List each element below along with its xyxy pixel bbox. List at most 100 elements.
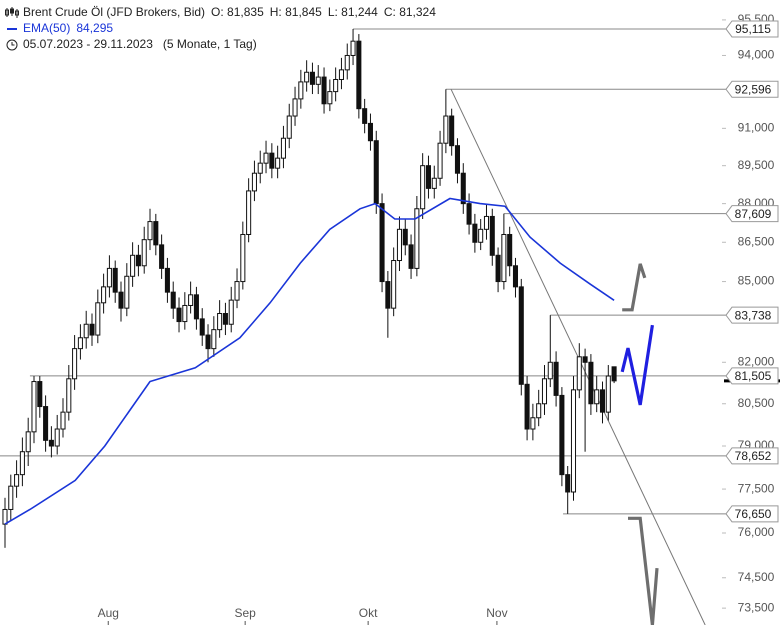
candle-body (298, 81, 304, 100)
candle-body (315, 76, 321, 85)
candle-body (228, 299, 234, 325)
y-tick-label: 86,500 (738, 234, 775, 248)
candle-body (454, 145, 461, 174)
x-tick-label: Okt (359, 606, 378, 620)
candle-body (565, 474, 571, 493)
badge-label: 78,652 (735, 449, 772, 463)
y-tick-label: 80,500 (738, 396, 775, 410)
forecast-path (628, 516, 659, 625)
candle-body (83, 323, 89, 339)
candle-body (170, 291, 176, 309)
candle-body (101, 286, 107, 304)
candle-body (275, 157, 281, 169)
level-badge: 81,505 (725, 367, 779, 385)
candles (2, 28, 617, 548)
y-tick-label: 74,500 (738, 570, 775, 584)
candle-body (327, 91, 333, 105)
ema-legend: EMA(50) (23, 21, 70, 35)
candle-body (118, 291, 124, 309)
badge-box (725, 205, 779, 223)
candle-body (37, 381, 43, 408)
candle-body (2, 508, 8, 525)
badge-box (725, 80, 779, 98)
candle-body (269, 152, 275, 169)
ohlc-label: H: 81,845 (270, 5, 322, 19)
y-tick-label: 85,000 (738, 274, 775, 288)
candle-body (141, 239, 147, 267)
ema-value: 84,295 (76, 21, 113, 35)
y-tick-label: 89,500 (738, 158, 775, 172)
badge-label: 76,650 (735, 507, 772, 521)
candle-body (66, 378, 72, 413)
candle-body (344, 54, 350, 71)
candle-body (321, 76, 327, 105)
badge-label: 81,505 (735, 369, 772, 383)
candle-body (559, 394, 565, 476)
candle-body (182, 304, 188, 323)
candle-body (379, 203, 385, 283)
x-tick-label: Nov (486, 606, 507, 620)
clock-hand (11, 42, 15, 46)
candle-body (489, 215, 495, 256)
forecast-path (622, 263, 647, 312)
candle-body (153, 221, 159, 246)
y-tick-label: 82,000 (738, 354, 775, 368)
candle-body (14, 474, 20, 487)
candle-body (437, 142, 443, 179)
badge-box (725, 447, 779, 465)
candle-body (547, 361, 553, 380)
candle-body (77, 337, 83, 350)
badge-label: 87,609 (735, 207, 772, 221)
y-tick-label: 73,500 (738, 600, 775, 614)
candle-body (130, 254, 136, 277)
ohlc-label: O: 81,835 (211, 5, 264, 19)
badge-label: 95,115 (735, 22, 771, 36)
level-badge: 95,115 (725, 20, 779, 38)
candle-body (391, 260, 397, 309)
candle-body (396, 228, 402, 262)
level-badge: 83,738 (725, 306, 779, 324)
candle-body (512, 265, 519, 288)
badge-label: 92,596 (735, 82, 772, 96)
candle-body (280, 137, 286, 159)
candle-body (460, 172, 466, 205)
x-tick-label: Sep (234, 606, 256, 620)
candle-body (19, 451, 25, 476)
y-tick-label: 76,000 (738, 525, 775, 539)
candle-body (594, 389, 600, 405)
candle-body (106, 267, 112, 288)
level-badge: 78,652 (725, 447, 779, 465)
candle-body (72, 348, 78, 380)
candle-body (367, 122, 373, 142)
candle-body (385, 281, 391, 309)
candle-body (356, 40, 362, 110)
candle-body (611, 366, 617, 382)
candle-body (472, 223, 478, 243)
candle-body (599, 389, 606, 413)
y-tick-label: 91,000 (738, 121, 775, 135)
badge-box (725, 20, 779, 38)
candle-body (217, 313, 223, 331)
candle-body (309, 71, 315, 85)
candle-body (414, 208, 420, 269)
candle-body (193, 294, 199, 320)
level-badge: 92,596 (725, 80, 779, 98)
header: Brent Crude Öl (JFD Brokers, Bid) EMA(50… (5, 5, 257, 51)
candle-body (48, 439, 54, 447)
candle-body (536, 403, 542, 419)
candle-body (338, 69, 344, 80)
date-range: 05.07.2023 - 29.11.2023 (23, 37, 153, 51)
ohlc-label: C: 81,324 (384, 5, 436, 19)
x-tick-label: Aug (98, 606, 119, 620)
candle-body (251, 172, 257, 192)
candle-body (147, 221, 153, 241)
candle-body (246, 190, 252, 235)
candle-body (478, 228, 484, 243)
level-badge: 76,650 (725, 505, 779, 523)
candle-body (449, 115, 455, 147)
candle-body (8, 485, 14, 510)
candle-body (124, 275, 130, 309)
candle-body (425, 165, 431, 189)
